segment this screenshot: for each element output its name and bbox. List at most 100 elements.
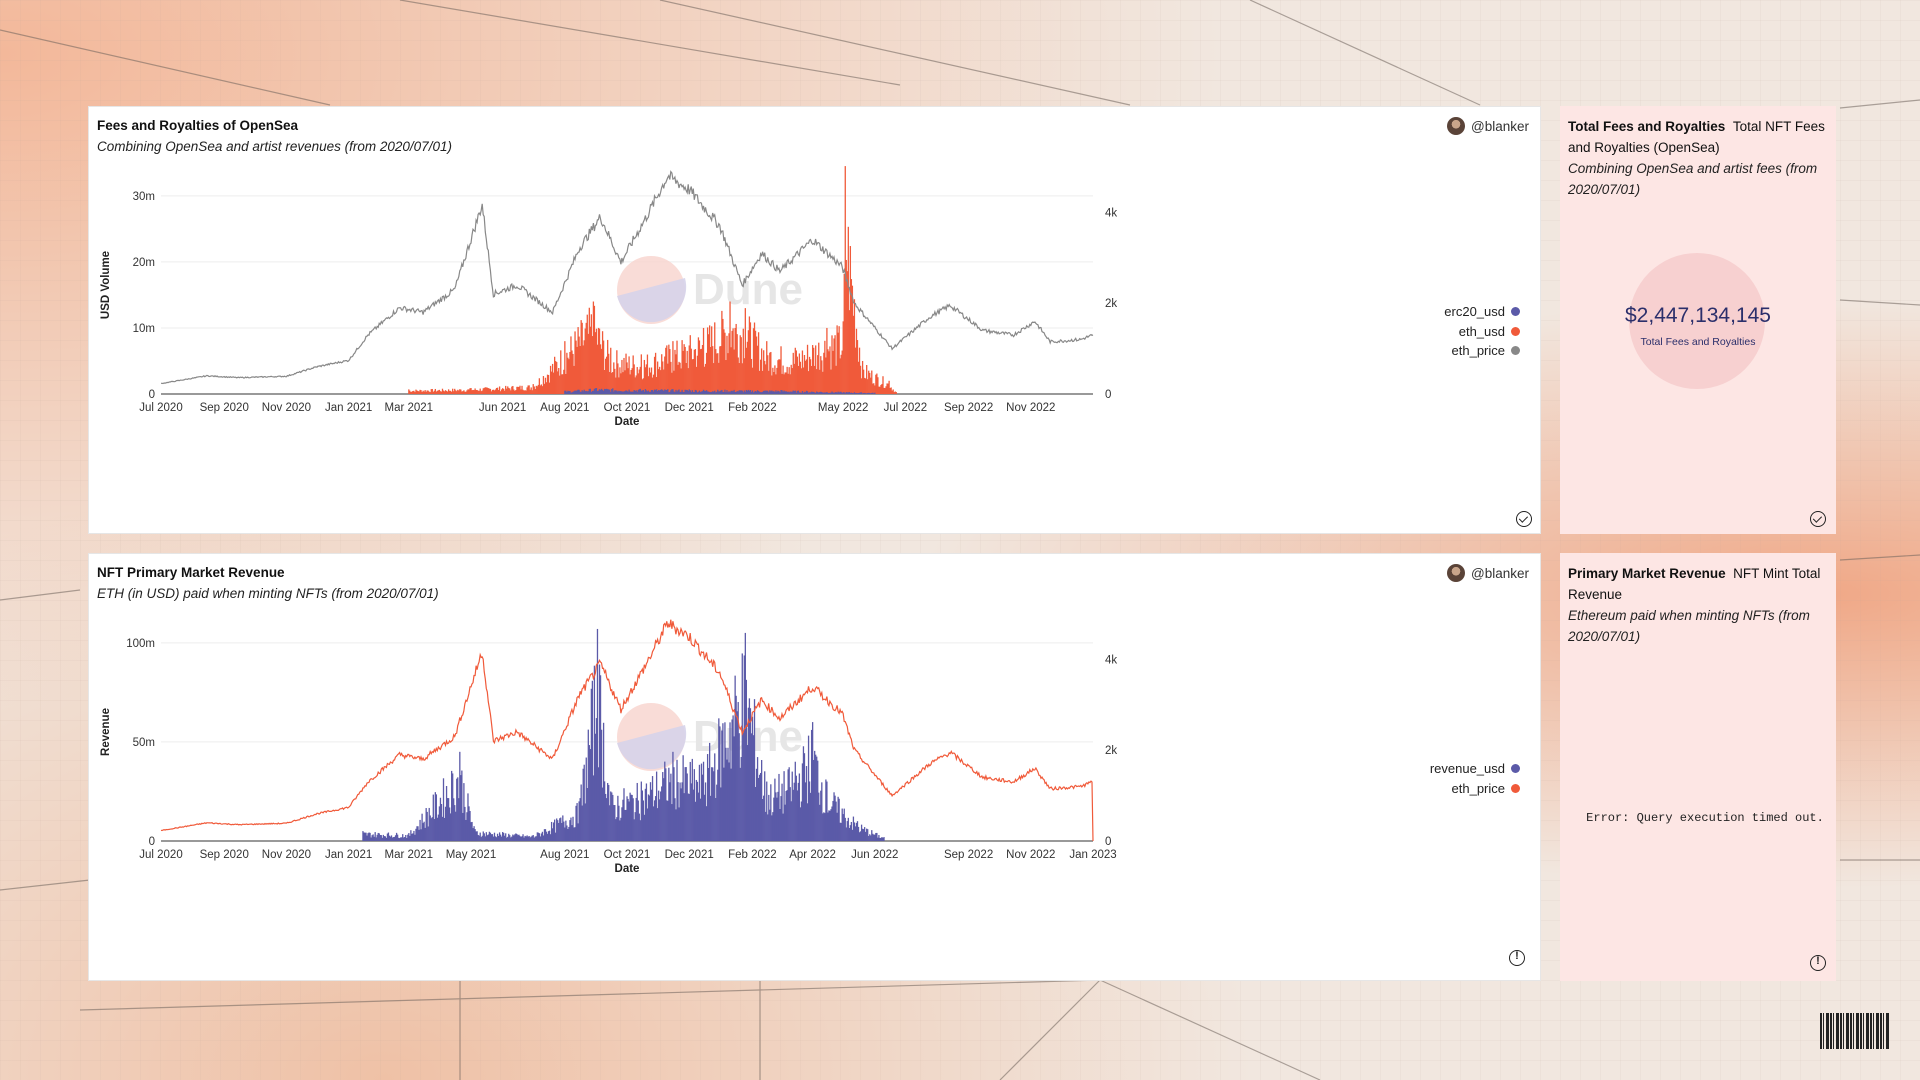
- revenue-usd-bar: [568, 826, 570, 841]
- eth-usd-bar: [834, 335, 836, 394]
- revenue-usd-bar: [538, 833, 541, 841]
- erc20-usd-bar: [863, 392, 866, 394]
- erc20-usd-bar: [783, 390, 785, 394]
- revenue-usd-bar: [382, 834, 384, 841]
- y-tick-label: 30m: [133, 191, 155, 203]
- eth-usd-bar: [794, 347, 796, 394]
- erc20-usd-bar: [815, 392, 817, 394]
- erc20-usd-bar: [818, 392, 820, 394]
- erc20-usd-bar: [831, 391, 833, 394]
- erc20-usd-bar: [832, 392, 834, 394]
- erc20-usd-bar: [769, 390, 771, 394]
- revenue-usd-bar: [805, 766, 808, 841]
- erc20-usd-bar: [609, 389, 611, 394]
- revenue-usd-bar: [594, 733, 597, 841]
- eth-usd-bar: [706, 327, 709, 394]
- erc20-usd-bar: [615, 390, 617, 394]
- eth-usd-bar: [879, 386, 881, 394]
- eth-usd-bar: [452, 388, 454, 394]
- erc20-usd-bar: [787, 391, 789, 394]
- eth-usd-bar: [670, 361, 672, 394]
- revenue-usd-bar: [431, 817, 433, 841]
- eth-usd-bar: [415, 389, 417, 394]
- eth-usd-bar: [679, 362, 681, 394]
- revenue-usd-bar: [380, 835, 382, 841]
- eth-usd-bar: [741, 363, 743, 394]
- eth-usd-bar: [795, 350, 797, 394]
- legend-item-eth-price[interactable]: eth_price: [1380, 341, 1520, 361]
- eth-usd-bar: [762, 370, 764, 394]
- erc20-usd-bar: [862, 392, 865, 394]
- erc20-usd-bar: [740, 390, 742, 394]
- eth-usd-bar: [721, 310, 723, 394]
- revenue-usd-bar: [737, 702, 739, 841]
- revenue-usd-bar: [648, 795, 651, 841]
- legend-item-eth-usd[interactable]: eth_usd: [1380, 322, 1520, 342]
- erc20-usd-bar: [658, 390, 660, 394]
- erc20-usd-bar: [853, 392, 856, 394]
- revenue-usd-bar: [440, 803, 443, 841]
- revenue-usd-bar: [536, 832, 538, 841]
- revenue-usd-bar: [612, 794, 614, 841]
- eth-usd-bar: [803, 355, 806, 394]
- eth-usd-bar: [742, 328, 744, 394]
- legend-item-eth-price[interactable]: eth_price: [1380, 779, 1520, 799]
- eth-usd-bar: [746, 341, 749, 394]
- revenue-usd-bar: [603, 781, 606, 841]
- erc20-usd-bar: [824, 392, 826, 394]
- revenue-usd-bar: [829, 810, 831, 841]
- panel-title[interactable]: Fees and Royalties of OpenSea: [97, 118, 299, 133]
- legend-item-erc20[interactable]: erc20_usd: [1380, 302, 1520, 322]
- eth-usd-bar: [409, 390, 411, 394]
- eth-usd-bar: [877, 377, 879, 394]
- revenue-usd-bar: [592, 775, 595, 841]
- revenue-usd-bar: [699, 798, 702, 841]
- eth-usd-bar: [713, 363, 715, 394]
- author-link[interactable]: @blanker: [1447, 117, 1529, 135]
- erc20-usd-bar: [661, 389, 663, 394]
- revenue-usd-bar: [481, 835, 483, 841]
- eth-usd-bar: [724, 332, 726, 394]
- eth-usd-bar: [698, 340, 701, 394]
- y2-tick-label: 2k: [1105, 298, 1117, 310]
- revenue-usd-bar: [662, 772, 664, 841]
- panel-title[interactable]: NFT Primary Market Revenue: [97, 565, 285, 580]
- erc20-usd-bar: [626, 390, 628, 394]
- counter-title[interactable]: Total Fees and Royalties: [1568, 119, 1726, 134]
- counter-title[interactable]: Primary Market Revenue: [1568, 566, 1726, 581]
- watermark-logo-half: [617, 278, 687, 323]
- eth-usd-bar: [447, 389, 450, 394]
- erc20-usd-bar: [625, 390, 627, 394]
- revenue-usd-bar: [807, 735, 810, 841]
- revenue-usd-bar: [858, 832, 861, 841]
- x-tick-label: Jan 2021: [325, 402, 372, 414]
- revenue-usd-bar: [696, 781, 699, 841]
- avatar: [1447, 117, 1465, 135]
- revenue-usd-bar: [859, 831, 862, 841]
- revenue-usd-bar: [630, 794, 632, 841]
- eth-usd-bar: [462, 391, 464, 394]
- erc20-usd-bar: [578, 389, 580, 394]
- eth-usd-bar: [544, 377, 547, 394]
- eth-usd-bar: [418, 391, 420, 394]
- author-link[interactable]: @blanker: [1447, 564, 1529, 582]
- revenue-usd-bar: [719, 726, 721, 841]
- revenue-usd-bar: [723, 767, 725, 841]
- erc20-usd-bar: [671, 389, 673, 394]
- erc20-usd-bar: [636, 391, 638, 394]
- erc20-usd-bar: [680, 391, 682, 394]
- revenue-usd-bar: [441, 816, 444, 841]
- erc20-usd-bar: [786, 392, 788, 394]
- erc20-usd-bar: [576, 390, 578, 394]
- legend-item-revenue[interactable]: revenue_usd: [1380, 759, 1520, 779]
- revenue-usd-bar: [878, 835, 880, 841]
- erc20-usd-bar: [735, 391, 737, 394]
- erc20-usd-bar: [722, 391, 724, 394]
- eth-usd-bar: [531, 390, 533, 394]
- eth-usd-bar: [513, 389, 515, 394]
- eth-usd-bar: [533, 386, 535, 394]
- revenue-usd-bar: [368, 832, 370, 841]
- revenue-usd-bar: [759, 772, 762, 841]
- revenue-usd-bar: [531, 835, 533, 841]
- revenue-usd-bar: [586, 788, 588, 841]
